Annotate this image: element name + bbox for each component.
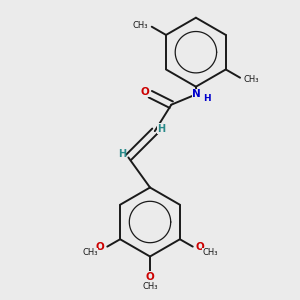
Text: H: H (118, 149, 126, 159)
Text: H: H (203, 94, 211, 103)
Text: O: O (146, 272, 154, 282)
Text: CH₃: CH₃ (202, 248, 218, 257)
Text: CH₃: CH₃ (133, 21, 148, 30)
Text: CH₃: CH₃ (142, 282, 158, 291)
Text: O: O (195, 242, 204, 253)
Text: CH₃: CH₃ (82, 248, 98, 257)
Text: H: H (157, 124, 166, 134)
Text: N: N (192, 89, 201, 99)
Text: CH₃: CH₃ (244, 75, 259, 84)
Text: O: O (140, 87, 149, 97)
Text: O: O (96, 242, 105, 253)
